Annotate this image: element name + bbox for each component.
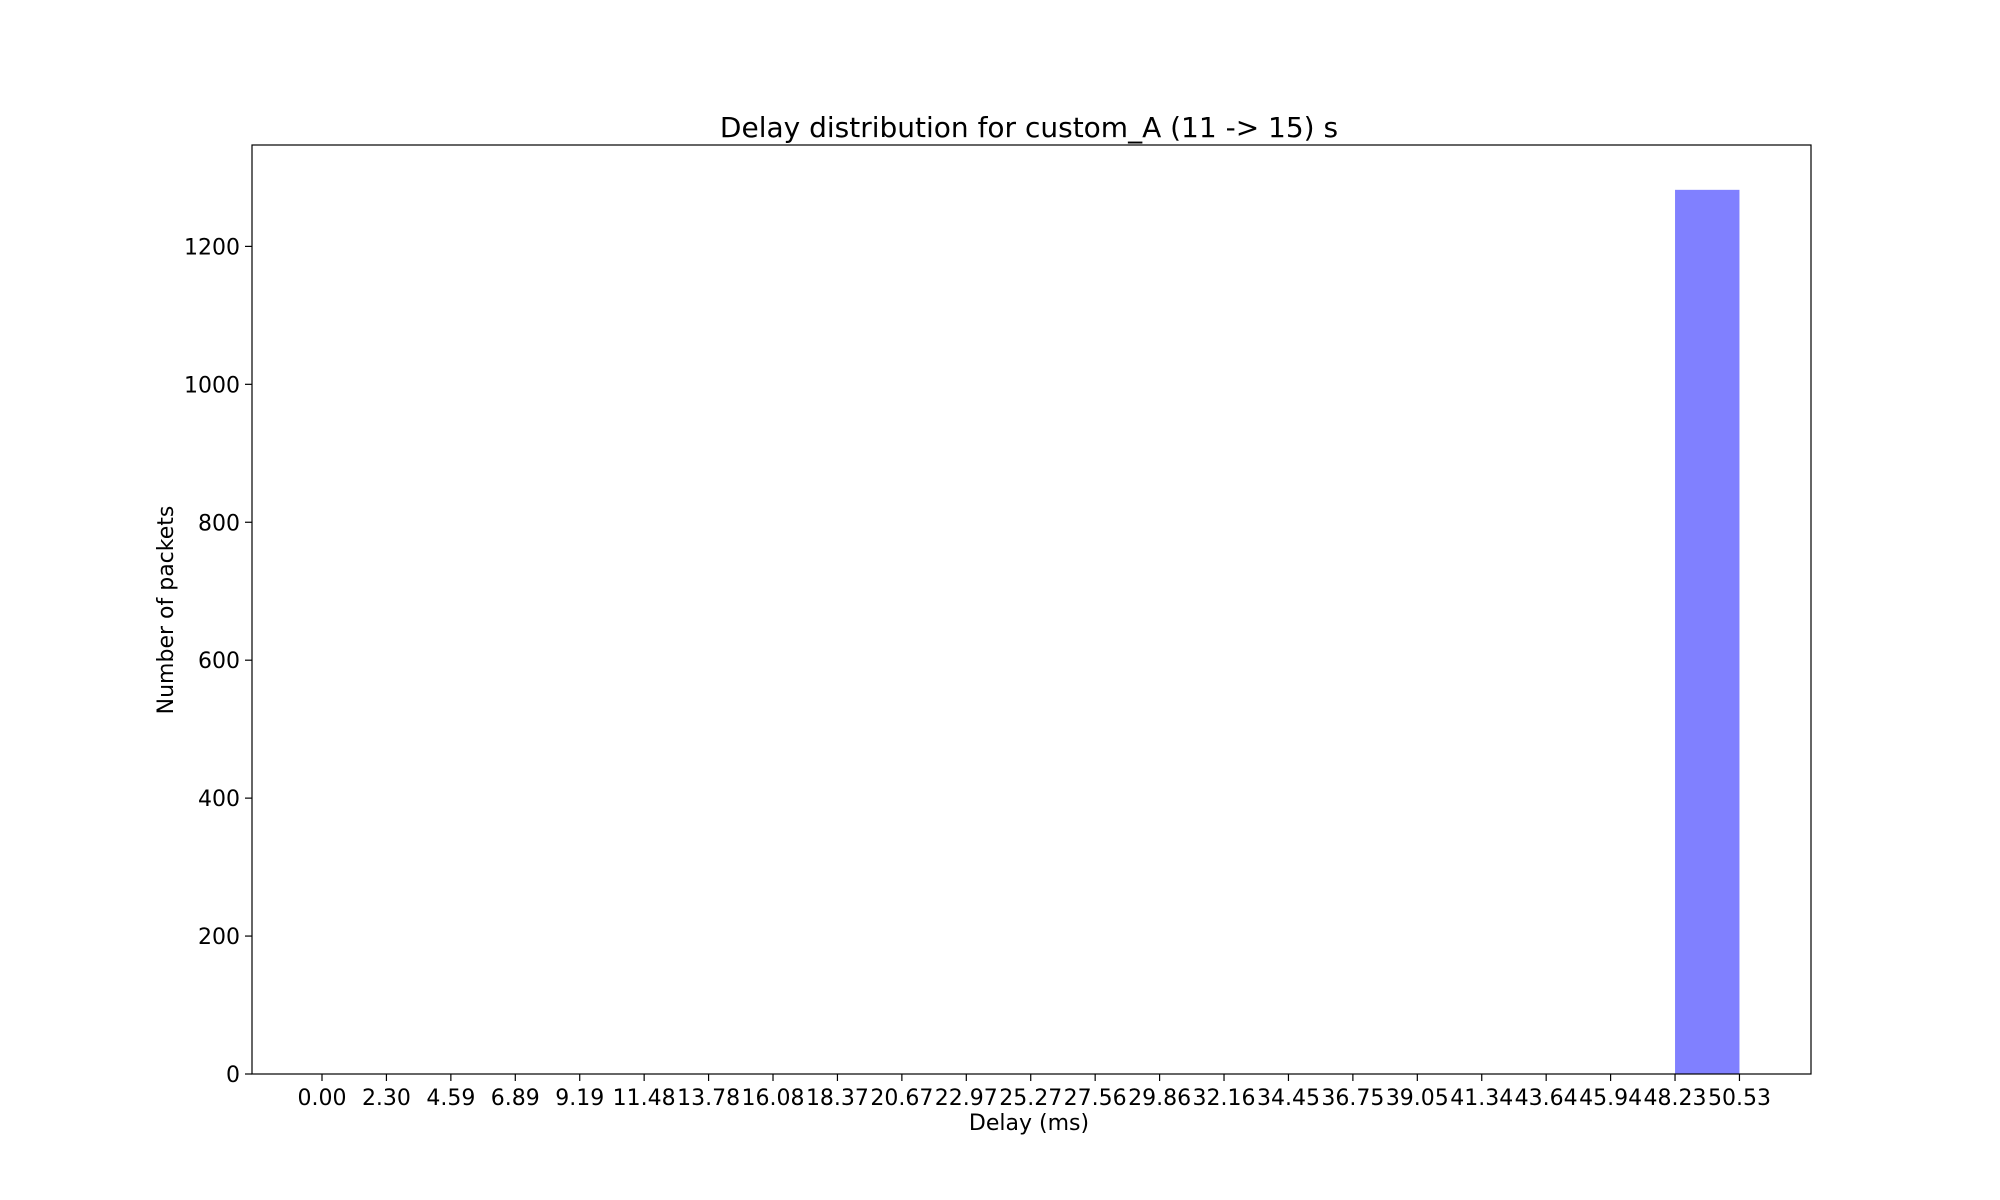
x-tick-label: 39.05 — [1386, 1086, 1449, 1111]
y-axis-ticks: 0 200 400 600 800 1000 1200 — [184, 235, 252, 1088]
y-tick-label: 1200 — [184, 235, 240, 260]
x-tick-label: 13.78 — [677, 1086, 740, 1111]
bars-layer — [1675, 189, 1740, 1075]
x-tick-label: 22.97 — [935, 1086, 998, 1111]
y-tick-label: 1000 — [184, 373, 240, 398]
plot-frame — [251, 144, 1812, 1075]
histogram-bar — [1675, 189, 1740, 1075]
x-tick-label: 41.34 — [1450, 1086, 1513, 1111]
x-tick-label: 25.27 — [999, 1086, 1062, 1111]
x-tick-label: 9.19 — [555, 1086, 604, 1111]
x-tick-label: 43.64 — [1515, 1086, 1578, 1111]
y-tick-label: 800 — [198, 511, 240, 536]
x-axis-label: Delay (ms) — [969, 1111, 1089, 1136]
x-tick-label: 20.67 — [870, 1086, 933, 1111]
x-tick-label: 6.89 — [491, 1086, 540, 1111]
x-tick-label: 0.00 — [298, 1086, 347, 1111]
y-tick-label: 600 — [198, 649, 240, 674]
x-axis-ticks: 0.00 2.30 4.59 6.89 9.19 11.48 13.78 16.08 18.37… — [298, 1074, 1771, 1111]
x-tick-label: 27.56 — [1064, 1086, 1127, 1111]
x-tick-label: 16.08 — [742, 1086, 805, 1111]
chart-title: Delay distribution for custom_A (11 -> 1… — [720, 111, 1338, 144]
x-tick-label: 2.30 — [362, 1086, 411, 1111]
y-tick-label: 0 — [226, 1063, 240, 1088]
x-tick-label: 11.48 — [613, 1086, 676, 1111]
x-tick-label: 18.37 — [806, 1086, 869, 1111]
x-tick-label: 45.94 — [1579, 1086, 1642, 1111]
x-tick-label: 4.59 — [426, 1086, 475, 1111]
x-tick-label: 29.86 — [1128, 1086, 1191, 1111]
y-tick-label: 400 — [198, 787, 240, 812]
y-axis-label: Number of packets — [154, 506, 179, 715]
x-tick-label: 36.75 — [1321, 1086, 1384, 1111]
x-tick-label: 50.53 — [1708, 1086, 1771, 1111]
x-tick-label: 32.16 — [1193, 1086, 1256, 1111]
x-tick-label: 34.45 — [1257, 1086, 1320, 1111]
y-tick-label: 200 — [198, 925, 240, 950]
x-tick-label: 48.23 — [1644, 1086, 1707, 1111]
